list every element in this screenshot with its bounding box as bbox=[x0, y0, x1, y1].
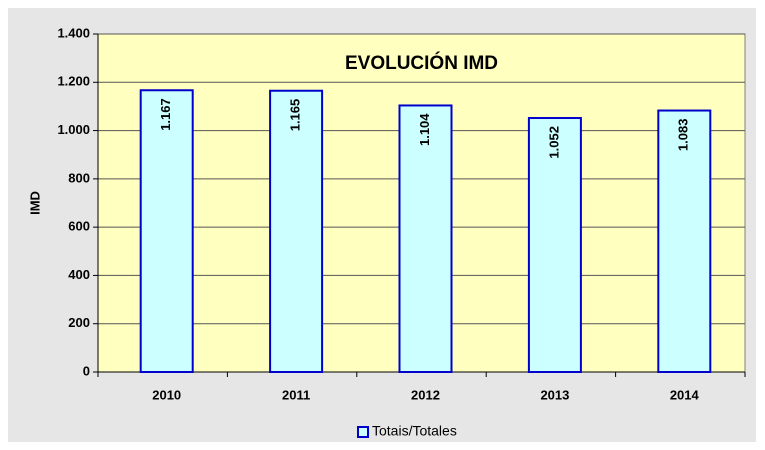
data-label: 1.052 bbox=[546, 126, 561, 159]
y-axis-label: IMD bbox=[27, 191, 42, 215]
y-tick-label: 800 bbox=[68, 170, 90, 185]
y-tick-label: 1.200 bbox=[57, 74, 90, 89]
bar bbox=[398, 104, 453, 373]
y-tick-label: 0 bbox=[83, 363, 90, 378]
y-tick-label: 200 bbox=[68, 315, 90, 330]
y-tick-label: 1.400 bbox=[57, 25, 90, 40]
y-tick-label: 400 bbox=[68, 267, 90, 282]
x-tick-label: 2010 bbox=[152, 387, 181, 402]
x-tick-label: 2011 bbox=[282, 387, 310, 402]
data-label: 1.167 bbox=[158, 98, 173, 131]
data-label: 1.083 bbox=[676, 119, 691, 152]
x-tick-label: 2012 bbox=[411, 387, 440, 402]
bar bbox=[527, 117, 582, 374]
y-tick-label: 600 bbox=[68, 219, 90, 234]
data-label: 1.165 bbox=[288, 99, 303, 132]
bar bbox=[657, 109, 712, 373]
bar bbox=[269, 89, 324, 373]
legend-label: Totais/Totales bbox=[372, 423, 457, 439]
chart-title: EVOLUCIÓN IMD bbox=[345, 52, 498, 74]
x-tick-label: 2013 bbox=[540, 387, 569, 402]
x-tick-label: 2014 bbox=[670, 387, 700, 402]
legend-swatch bbox=[357, 426, 369, 438]
data-label: 1.104 bbox=[417, 113, 432, 146]
bar bbox=[139, 89, 194, 373]
y-tick-label: 1.000 bbox=[57, 122, 90, 137]
